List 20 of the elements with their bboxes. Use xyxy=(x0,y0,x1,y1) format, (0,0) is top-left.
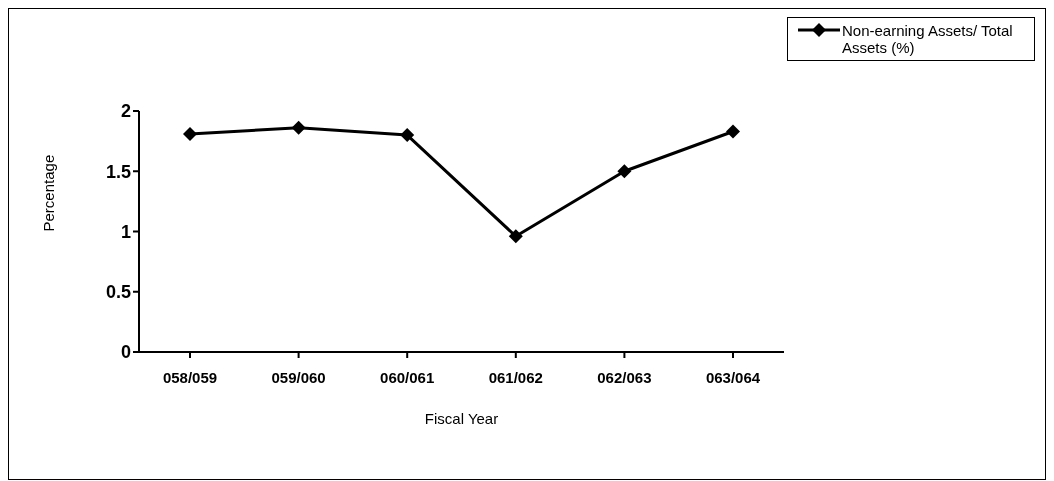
y-tick-label: 1.5 xyxy=(105,161,131,182)
y-tick-label: 0 xyxy=(120,342,131,363)
x-tick-label: 060/061 xyxy=(380,368,435,386)
y-tick-label: 2 xyxy=(120,101,131,122)
x-axis-title: Fiscal Year xyxy=(424,410,499,427)
point xyxy=(508,229,523,244)
x-tick-label: 061/062 xyxy=(488,368,543,386)
x-tick-label: 059/060 xyxy=(271,368,326,386)
y-axis-title: Percentage xyxy=(40,154,58,232)
point xyxy=(291,120,306,135)
y-tick-label: 1 xyxy=(120,221,131,242)
point xyxy=(183,126,197,141)
x-tick-label: 058/059 xyxy=(162,368,218,386)
legend-label: Non-earning Assets/ Total Assets (%) xyxy=(842,22,1014,56)
point xyxy=(400,128,415,143)
y-tick-label: 0.5 xyxy=(105,282,131,303)
point xyxy=(726,124,740,139)
point xyxy=(617,164,632,179)
x-tick-label: 062/063 xyxy=(597,368,652,386)
x-tick-label: 063/064 xyxy=(705,368,761,386)
